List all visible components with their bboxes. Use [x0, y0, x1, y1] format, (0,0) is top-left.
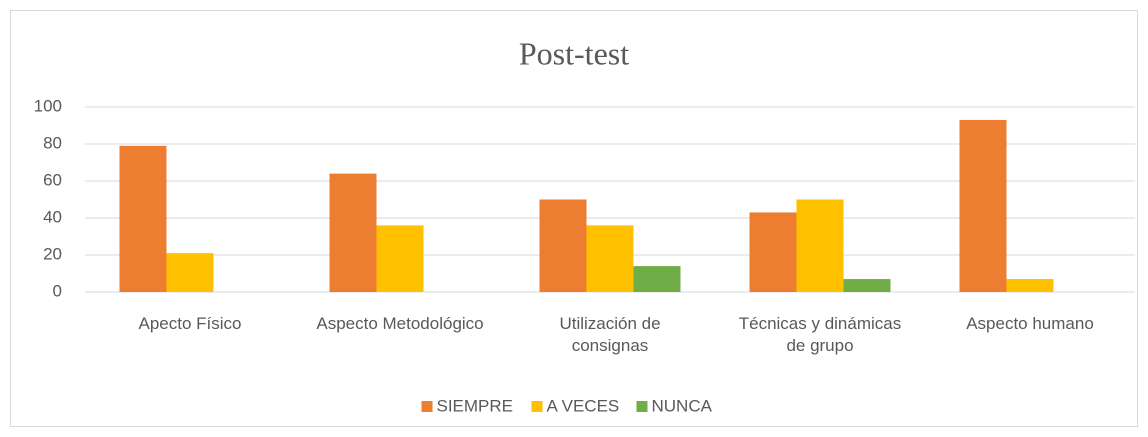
bar	[1006, 279, 1054, 292]
bar	[539, 199, 587, 292]
bar	[796, 199, 844, 292]
chart-title: Post-test	[519, 35, 629, 71]
y-tick-label: 100	[34, 96, 62, 115]
bar	[376, 225, 424, 292]
bar	[586, 225, 634, 292]
legend-label: SIEMPRE	[437, 396, 514, 415]
y-tick-label: 80	[43, 133, 62, 152]
legend-label: A VECES	[547, 396, 620, 415]
x-tick-label: Técnicas y dinámicas de grupo	[738, 314, 902, 355]
x-tick-label: Aspecto Metodológico	[316, 314, 484, 333]
bar	[633, 266, 681, 292]
legend-swatch	[531, 401, 543, 412]
bar	[843, 279, 891, 292]
y-tick-label: 20	[43, 244, 62, 263]
legend-label: NUNCA	[652, 396, 713, 415]
legend-swatch	[421, 401, 433, 412]
bar	[749, 212, 797, 292]
x-tick-label: Apecto Físico	[138, 314, 242, 333]
y-tick-label: 40	[43, 207, 62, 226]
y-tick-label: 0	[53, 281, 62, 300]
bar	[119, 145, 167, 292]
legend-swatch	[636, 401, 648, 412]
bar	[166, 253, 214, 292]
x-tick-label: Utilización de consignas	[559, 314, 661, 355]
y-tick-label: 60	[43, 170, 62, 189]
x-tick-label: Aspecto humano	[966, 314, 1094, 333]
bar	[959, 119, 1007, 292]
bar	[329, 173, 377, 292]
